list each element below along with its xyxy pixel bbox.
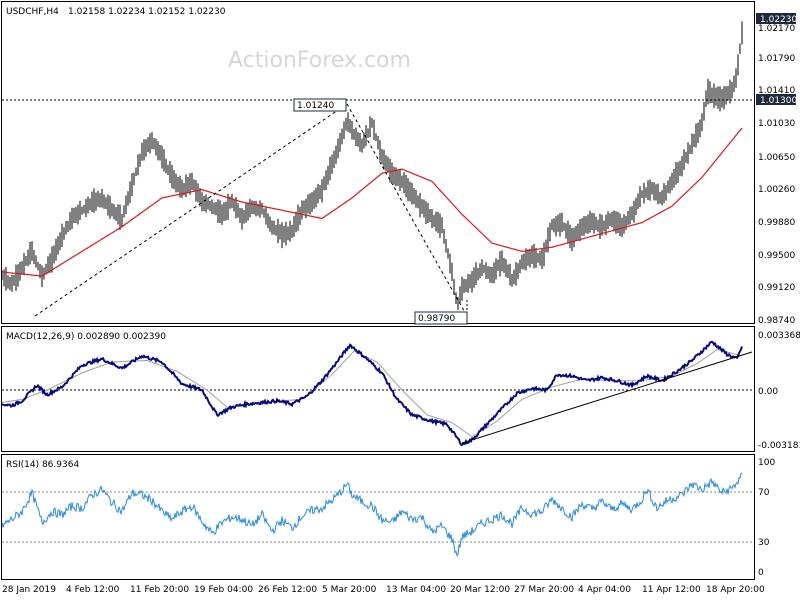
current-price-text: 1.02230 bbox=[760, 15, 797, 25]
time-axis: 28 Jan 2019 4 Feb 12:00 11 Feb 20:00 19 Feb… bbox=[2, 585, 765, 595]
symbol-label: USDCHF,H4 bbox=[6, 7, 59, 17]
time-axis-label: 27 Mar 20:00 bbox=[514, 585, 574, 595]
time-axis-label: 4 Feb 12:00 bbox=[66, 585, 120, 595]
high-annotation-label: 1.01240 bbox=[297, 101, 334, 111]
macd-tick-bottom: -0.003181 bbox=[758, 441, 800, 451]
sma-line bbox=[1, 127, 743, 277]
macd-pane bbox=[1, 326, 755, 452]
rsi-pane bbox=[1, 454, 755, 580]
rsi-tick-30: 30 bbox=[758, 538, 770, 548]
time-axis-label: 11 Apr 12:00 bbox=[642, 585, 701, 595]
price-tick-label: 0.99880 bbox=[758, 218, 795, 228]
price-tick-label: 0.98740 bbox=[758, 316, 795, 326]
level-price-badge: 1.01300 bbox=[756, 94, 797, 106]
price-tick-label: 1.02170 bbox=[758, 24, 795, 34]
price-pane bbox=[1, 1, 755, 324]
price-tick-label: 1.00650 bbox=[758, 153, 795, 163]
rsi-tick-0: 0 bbox=[758, 568, 764, 578]
price-tick-label: 1.01790 bbox=[758, 54, 795, 64]
macd-trendline bbox=[461, 351, 753, 444]
price-tick-label: 1.01410 bbox=[758, 86, 795, 96]
rsi-title: RSI(14) 86.9364 bbox=[6, 460, 79, 470]
rsi-tick-70: 70 bbox=[758, 488, 770, 498]
time-axis-label: 4 Apr 04:00 bbox=[578, 585, 631, 595]
macd-title: MACD(12,26,9) 0.002890 0.002390 bbox=[6, 332, 166, 342]
time-axis-label: 19 Feb 04:00 bbox=[194, 585, 253, 595]
price-tick-label: 1.01030 bbox=[758, 119, 795, 129]
ohlc-label: 1.02158 1.02234 1.02152 1.02230 bbox=[68, 7, 226, 17]
rsi-line bbox=[1, 472, 743, 557]
price-axis: 1.02170 1.01790 1.01410 1.01030 1.00650 1.002… bbox=[758, 24, 795, 326]
projection-line-down bbox=[346, 103, 468, 317]
time-axis-label: 13 Mar 04:00 bbox=[386, 585, 446, 595]
current-price-badge: 1.02230 bbox=[756, 13, 797, 25]
macd-tick-top: 0.003368 bbox=[758, 331, 800, 341]
time-axis-label: 28 Jan 2019 bbox=[2, 585, 56, 595]
time-axis-label: 5 Mar 20:00 bbox=[322, 585, 377, 595]
macd-line bbox=[1, 340, 743, 447]
price-tick-label: 0.99500 bbox=[758, 251, 795, 261]
time-axis-label: 18 Apr 20:00 bbox=[706, 585, 765, 595]
macd-tick-zero: 0.00 bbox=[758, 387, 778, 397]
time-axis-label: 26 Feb 12:00 bbox=[258, 585, 317, 595]
projection-line-up bbox=[34, 103, 348, 317]
low-annotation: 0.98790 bbox=[414, 311, 468, 325]
level-price-text: 1.01300 bbox=[760, 96, 797, 106]
high-annotation: 1.01240 bbox=[293, 98, 347, 112]
time-axis-label: 20 Mar 12:00 bbox=[450, 585, 510, 595]
price-tick-label: 1.00260 bbox=[758, 185, 795, 195]
watermark: ActionForex.com bbox=[228, 48, 411, 73]
low-annotation-label: 0.98790 bbox=[418, 314, 455, 324]
price-tick-label: 0.99120 bbox=[758, 283, 795, 293]
rsi-tick-100: 100 bbox=[758, 458, 775, 468]
time-axis-label: 11 Feb 20:00 bbox=[130, 585, 189, 595]
